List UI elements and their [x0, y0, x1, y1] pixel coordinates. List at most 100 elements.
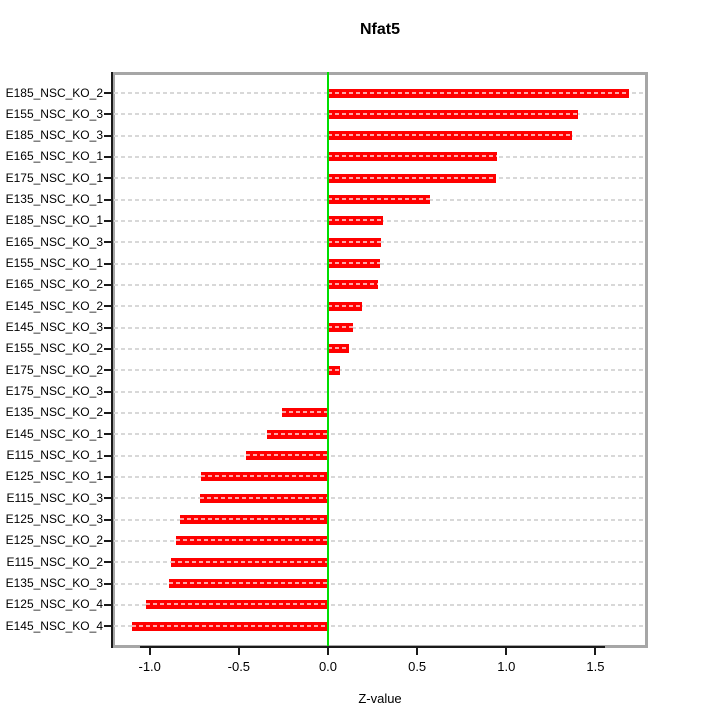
y-axis-tick: [104, 369, 112, 372]
bar-dash-pattern: [281, 411, 328, 414]
y-axis-tick: [104, 582, 112, 585]
bar-dash-pattern: [199, 496, 328, 499]
y-axis-category-label: E125_NSC_KO_4: [5, 597, 103, 612]
bar: [169, 579, 328, 589]
chart-title: Nfat5: [359, 21, 400, 38]
y-axis-category-label: E115_NSC_KO_1: [6, 448, 103, 463]
zero-reference-line: [327, 72, 329, 648]
bar: [131, 621, 328, 631]
y-axis-category-label: E135_NSC_KO_1: [5, 192, 103, 207]
bar: [328, 301, 362, 311]
y-axis-category-label: E175_NSC_KO_1: [5, 170, 103, 185]
gridline: [114, 369, 646, 372]
bar-dash-pattern: [180, 518, 328, 521]
bar-dash-pattern: [328, 283, 378, 286]
gridline: [114, 561, 646, 564]
bar: [328, 365, 341, 375]
bar-dash-pattern: [328, 326, 353, 329]
gridline: [114, 283, 646, 286]
y-axis-line: [111, 72, 113, 648]
plot-area: [112, 72, 648, 648]
bar-dash-pattern: [328, 176, 496, 179]
y-axis-tick: [104, 603, 112, 606]
bar-dash-pattern: [176, 539, 328, 542]
bar-dash-pattern: [328, 112, 578, 115]
gridline: [114, 497, 646, 500]
y-axis-tick: [104, 625, 112, 628]
x-axis-tick-label: 0.5: [408, 659, 427, 674]
y-axis-tick: [104, 155, 112, 158]
bar: [245, 451, 328, 461]
y-axis-category-label: E145_NSC_KO_1: [5, 426, 103, 441]
y-axis-tick: [104, 347, 112, 350]
bar: [328, 344, 350, 354]
bar-dash-pattern: [328, 91, 630, 94]
bar: [171, 557, 328, 567]
y-axis-tick: [104, 219, 112, 222]
x-axis-tick: [327, 648, 329, 655]
bar: [328, 131, 573, 141]
bar-dash-pattern: [171, 560, 328, 563]
bar: [328, 152, 498, 162]
bar: [146, 600, 328, 610]
gridline: [114, 518, 646, 521]
gridline: [114, 475, 646, 478]
gridline: [114, 262, 646, 265]
gridline: [114, 390, 646, 393]
x-axis-tick-label: 1.5: [586, 659, 605, 674]
bar: [328, 109, 578, 119]
bar-dash-pattern: [328, 198, 430, 201]
x-axis-tick-label: -1.0: [138, 659, 161, 674]
bar-dash-pattern: [146, 603, 328, 606]
y-axis-category-label: E155_NSC_KO_1: [5, 256, 103, 271]
bar: [267, 429, 328, 439]
gridline: [114, 326, 646, 329]
bar: [328, 88, 630, 98]
y-axis-category-label: E165_NSC_KO_2: [5, 277, 103, 292]
x-axis-tick: [505, 648, 508, 655]
bar-dash-pattern: [328, 219, 384, 222]
y-axis-category-label: E115_NSC_KO_2: [6, 554, 103, 569]
y-axis-tick: [104, 198, 112, 201]
bar: [328, 259, 380, 269]
y-axis-tick: [104, 433, 112, 436]
bar: [176, 536, 328, 546]
y-axis-tick: [104, 113, 112, 116]
y-axis-category-label: E125_NSC_KO_3: [5, 512, 103, 527]
bar: [199, 493, 328, 503]
y-axis-category-label: E185_NSC_KO_1: [5, 213, 103, 228]
gridline: [114, 582, 646, 585]
bar-dash-pattern: [267, 432, 328, 435]
bar-dash-pattern: [328, 304, 362, 307]
bar: [328, 323, 353, 333]
y-axis-category-label: E125_NSC_KO_2: [5, 533, 103, 548]
bar: [328, 173, 496, 183]
y-axis-tick: [104, 454, 112, 457]
y-axis-category-label: E185_NSC_KO_2: [5, 85, 103, 100]
x-axis-line: [139, 646, 606, 648]
y-axis-tick: [104, 283, 112, 286]
bar-dash-pattern: [328, 347, 350, 350]
bar-dash-pattern: [131, 624, 328, 627]
bar: [328, 280, 378, 290]
y-axis-category-label: E155_NSC_KO_3: [5, 106, 103, 121]
y-axis-tick: [104, 539, 112, 542]
gridline: [114, 625, 646, 628]
y-axis-category-label: E175_NSC_KO_3: [5, 384, 103, 399]
y-axis-tick: [104, 390, 112, 393]
y-axis-tick: [104, 241, 112, 244]
bar-dash-pattern: [169, 582, 328, 585]
y-axis-category-label: E145_NSC_KO_4: [5, 618, 103, 633]
y-axis-category-label: E135_NSC_KO_2: [5, 405, 103, 420]
y-axis-category-label: E165_NSC_KO_1: [5, 149, 103, 164]
y-axis-tick: [104, 497, 112, 500]
x-axis-tick-label: -0.5: [227, 659, 251, 674]
bar-dash-pattern: [328, 240, 382, 243]
x-axis-tick: [594, 648, 597, 655]
y-axis-category-label: E165_NSC_KO_3: [5, 234, 103, 249]
x-axis-tick: [237, 648, 240, 655]
gridline: [114, 603, 646, 606]
bar-dash-pattern: [328, 262, 380, 265]
bar: [328, 216, 384, 226]
